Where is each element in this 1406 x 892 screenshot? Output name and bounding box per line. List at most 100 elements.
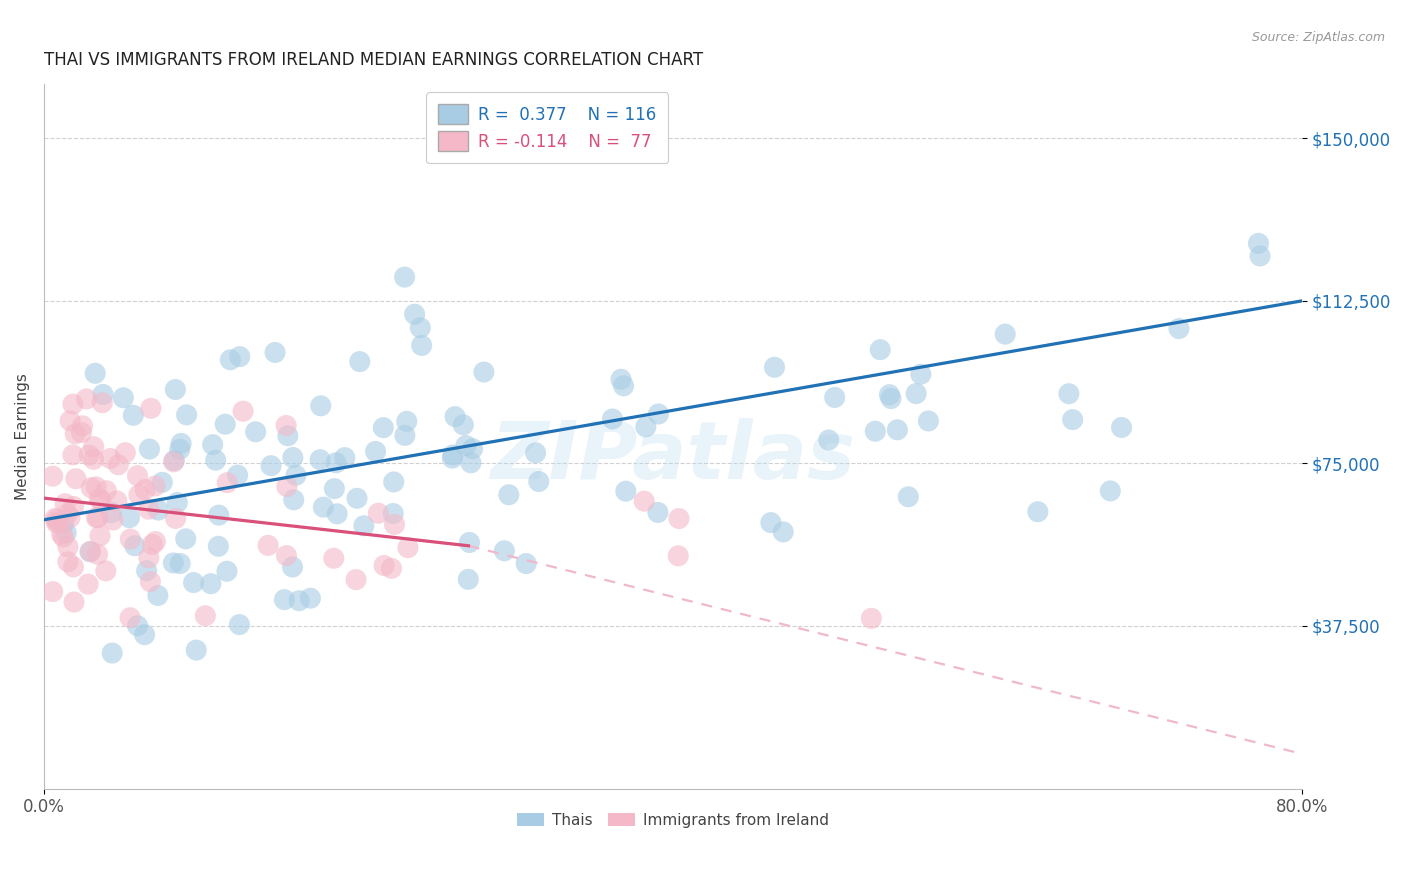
Point bbox=[380, 561, 402, 575]
Point bbox=[897, 490, 920, 504]
Point bbox=[63, 426, 86, 441]
Point bbox=[75, 392, 97, 406]
Point bbox=[101, 513, 124, 527]
Point bbox=[364, 444, 387, 458]
Point bbox=[46, 516, 69, 530]
Point bbox=[444, 409, 467, 424]
Point bbox=[59, 510, 82, 524]
Point bbox=[283, 492, 305, 507]
Point bbox=[84, 480, 107, 494]
Point bbox=[353, 518, 375, 533]
Point bbox=[633, 494, 655, 508]
Point bbox=[89, 491, 111, 506]
Point bbox=[396, 541, 419, 555]
Point bbox=[176, 408, 198, 422]
Point bbox=[134, 483, 156, 497]
Point bbox=[905, 386, 928, 401]
Point bbox=[62, 448, 84, 462]
Point bbox=[96, 483, 118, 498]
Point bbox=[174, 532, 197, 546]
Point bbox=[441, 448, 464, 462]
Y-axis label: Median Earnings: Median Earnings bbox=[15, 373, 30, 500]
Point bbox=[162, 556, 184, 570]
Point bbox=[281, 560, 304, 574]
Point bbox=[217, 475, 239, 490]
Point bbox=[139, 574, 162, 589]
Point bbox=[62, 560, 84, 574]
Point bbox=[382, 475, 405, 489]
Point bbox=[763, 360, 786, 375]
Point bbox=[232, 404, 254, 418]
Point bbox=[323, 482, 346, 496]
Point bbox=[83, 452, 105, 467]
Point bbox=[148, 503, 170, 517]
Point bbox=[312, 500, 335, 515]
Point bbox=[62, 500, 84, 514]
Point bbox=[824, 391, 846, 405]
Point bbox=[299, 591, 322, 606]
Point bbox=[668, 511, 690, 525]
Point bbox=[138, 442, 160, 456]
Point bbox=[186, 643, 208, 657]
Point bbox=[52, 530, 75, 544]
Point bbox=[817, 433, 839, 447]
Point bbox=[613, 378, 636, 392]
Point bbox=[55, 525, 77, 540]
Point bbox=[183, 575, 205, 590]
Point bbox=[273, 592, 295, 607]
Point bbox=[200, 576, 222, 591]
Point bbox=[869, 343, 891, 357]
Point bbox=[288, 593, 311, 607]
Point bbox=[257, 538, 280, 552]
Point bbox=[276, 479, 298, 493]
Point bbox=[53, 497, 76, 511]
Point bbox=[666, 549, 689, 563]
Point bbox=[384, 517, 406, 532]
Point bbox=[122, 409, 145, 423]
Point bbox=[322, 551, 344, 566]
Point bbox=[63, 595, 86, 609]
Point bbox=[309, 452, 332, 467]
Point bbox=[146, 589, 169, 603]
Point bbox=[100, 506, 122, 520]
Point bbox=[56, 507, 79, 521]
Point bbox=[83, 440, 105, 454]
Point bbox=[772, 524, 794, 539]
Point bbox=[94, 564, 117, 578]
Point bbox=[373, 558, 395, 573]
Point bbox=[647, 506, 669, 520]
Point bbox=[458, 535, 481, 549]
Point bbox=[226, 468, 249, 483]
Point bbox=[70, 425, 93, 440]
Text: Source: ZipAtlas.com: Source: ZipAtlas.com bbox=[1251, 31, 1385, 45]
Point bbox=[166, 495, 188, 509]
Point bbox=[411, 338, 433, 352]
Point bbox=[201, 437, 224, 451]
Point bbox=[860, 611, 883, 625]
Point bbox=[135, 564, 157, 578]
Point bbox=[145, 534, 167, 549]
Point bbox=[118, 510, 141, 524]
Point bbox=[634, 419, 657, 434]
Point bbox=[124, 539, 146, 553]
Point bbox=[194, 608, 217, 623]
Point bbox=[395, 414, 418, 428]
Point bbox=[120, 611, 142, 625]
Point bbox=[207, 539, 229, 553]
Point bbox=[346, 491, 368, 506]
Point bbox=[276, 418, 298, 433]
Point bbox=[77, 448, 100, 462]
Point bbox=[367, 506, 389, 520]
Point bbox=[515, 557, 537, 571]
Point bbox=[1099, 483, 1122, 498]
Point bbox=[281, 450, 304, 465]
Point bbox=[260, 458, 283, 473]
Point bbox=[461, 442, 484, 456]
Point bbox=[169, 442, 191, 457]
Point bbox=[1111, 420, 1133, 434]
Point bbox=[1062, 412, 1084, 426]
Point bbox=[79, 545, 101, 559]
Point bbox=[120, 532, 142, 546]
Point bbox=[326, 507, 349, 521]
Point bbox=[1057, 386, 1080, 401]
